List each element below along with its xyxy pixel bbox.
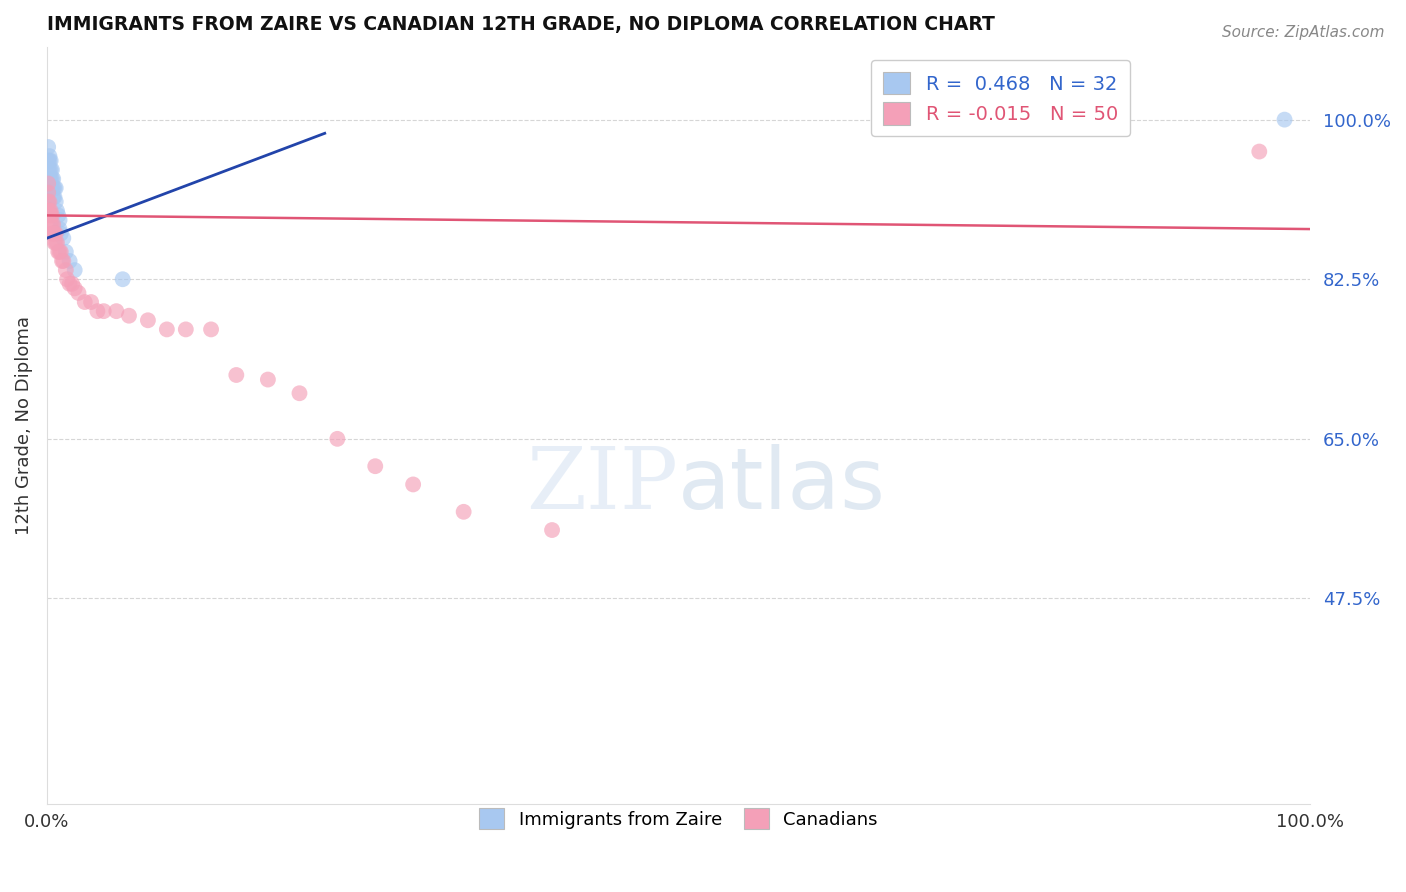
Point [49,227,72,241]
Point [56,272,79,286]
Point [37,177,59,191]
Point [156,322,179,336]
Point [39,181,62,195]
Point [39,208,62,222]
Point [37,140,59,154]
Point [48,222,70,236]
Point [39,153,62,168]
Point [38,149,60,163]
Point [86,304,108,318]
Point [326,432,349,446]
Point [46,203,69,218]
Point [51,254,73,268]
Text: IMMIGRANTS FROM ZAIRE VS CANADIAN 12TH GRADE, NO DIPLOMA CORRELATION CHART: IMMIGRANTS FROM ZAIRE VS CANADIAN 12TH G… [46,15,995,34]
Point [45,181,67,195]
Point [225,368,247,382]
Point [59,254,82,268]
Point [402,477,425,491]
Point [80,295,103,310]
Point [52,231,75,245]
Point [37,153,59,168]
Point [41,162,63,177]
Point [364,459,387,474]
Point [41,218,63,232]
Point [118,309,141,323]
Text: atlas: atlas [678,444,886,527]
Point [48,244,70,259]
Legend: Immigrants from Zaire, Canadians: Immigrants from Zaire, Canadians [471,801,884,837]
Point [1274,112,1296,127]
Text: Source: ZipAtlas.com: Source: ZipAtlas.com [1222,25,1385,40]
Point [38,203,60,218]
Point [52,254,75,268]
Point [42,218,65,232]
Point [93,304,115,318]
Point [39,203,62,218]
Point [111,272,134,286]
Point [41,208,63,222]
Point [46,235,69,250]
Point [46,244,69,259]
Point [46,208,69,222]
Point [200,322,222,336]
Point [42,181,65,195]
Point [38,162,60,177]
Point [48,213,70,227]
Point [41,172,63,186]
Point [44,181,66,195]
Point [37,203,59,218]
Point [42,190,65,204]
Point [41,227,63,241]
Point [63,263,86,277]
Point [38,172,60,186]
Point [44,227,66,241]
Point [39,162,62,177]
Point [37,186,59,200]
Point [45,194,67,209]
Point [42,172,65,186]
Point [288,386,311,401]
Point [59,277,82,291]
Point [44,235,66,250]
Text: ZIP: ZIP [526,444,678,527]
Point [73,295,96,310]
Point [38,153,60,168]
Y-axis label: 12th Grade, No Diploma: 12th Grade, No Diploma [15,316,32,534]
Point [42,227,65,241]
Point [38,208,60,222]
Point [45,227,67,241]
Point [38,194,60,209]
Point [37,194,59,209]
Point [67,285,90,300]
Point [541,523,564,537]
Point [45,235,67,250]
Point [257,373,280,387]
Point [63,281,86,295]
Point [174,322,197,336]
Point [55,263,77,277]
Point [453,505,475,519]
Point [44,190,66,204]
Point [55,244,77,259]
Point [39,172,62,186]
Point [41,181,63,195]
Point [1249,145,1271,159]
Point [136,313,159,327]
Point [39,218,62,232]
Point [49,244,72,259]
Point [105,304,128,318]
Point [60,277,83,291]
Point [37,162,59,177]
